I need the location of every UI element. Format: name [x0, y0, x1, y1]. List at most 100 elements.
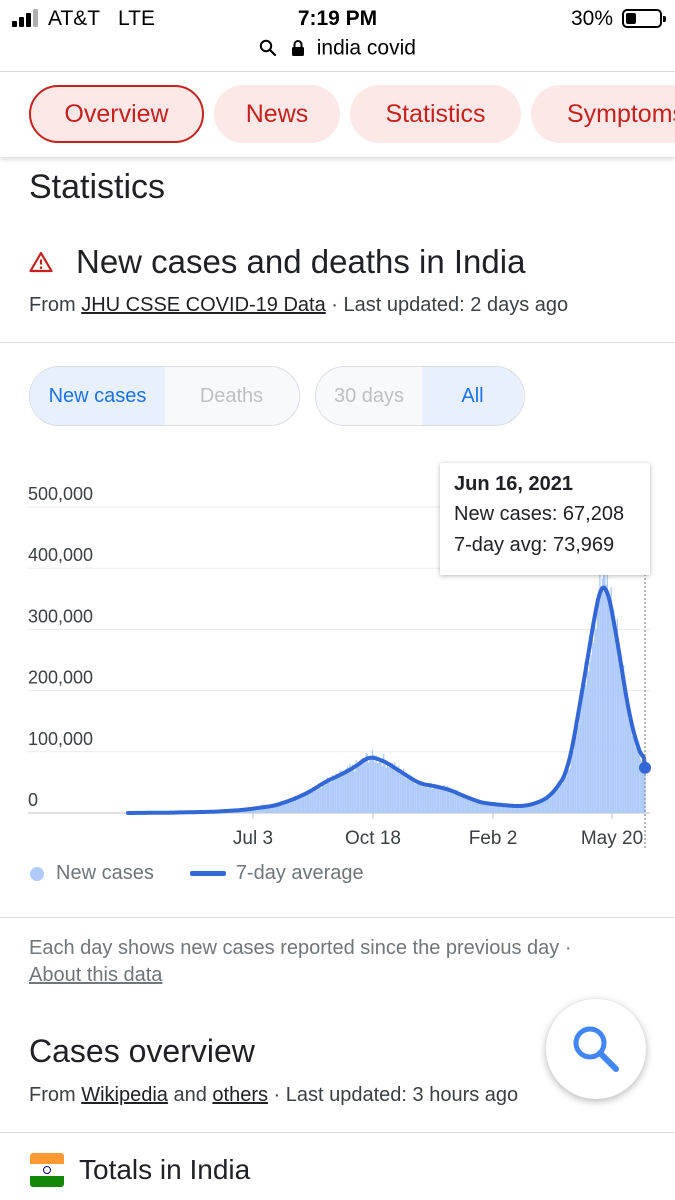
status-bar: AT&T LTE 7:19 PM 30%	[0, 0, 675, 38]
new-cases-bar	[280, 804, 282, 813]
new-cases-bar	[505, 805, 507, 813]
divider	[0, 342, 675, 343]
new-cases-bar	[353, 768, 355, 813]
new-cases-bar	[429, 783, 431, 813]
new-cases-bar	[610, 586, 612, 813]
new-cases-bar	[636, 742, 639, 813]
legend-avg: 7-day average	[235, 862, 364, 885]
new-cases-bar	[406, 778, 409, 813]
toggle-deaths[interactable]: Deaths	[165, 367, 298, 425]
cases-and: and	[167, 1084, 213, 1106]
new-cases-bar	[565, 776, 567, 813]
new-cases-bar	[284, 802, 286, 813]
carrier-name: AT&T	[48, 7, 101, 30]
toggle-new-cases[interactable]: New cases	[30, 367, 165, 425]
new-cases-bar	[428, 787, 430, 813]
new-cases-bar	[588, 671, 590, 813]
new-cases-bar	[451, 792, 454, 813]
new-cases-bar	[369, 757, 371, 813]
new-cases-bar	[381, 766, 384, 813]
new-cases-bar	[313, 792, 315, 813]
new-cases-bar	[519, 806, 521, 813]
new-cases-bar	[268, 807, 270, 813]
new-cases-bar	[574, 740, 576, 813]
x-tick-label: Oct 18	[345, 828, 401, 849]
new-cases-bar	[274, 805, 276, 813]
new-cases-bar	[589, 661, 591, 813]
new-cases-bar	[430, 782, 432, 813]
new-cases-bar	[253, 809, 255, 813]
new-cases-bar	[318, 788, 320, 813]
tab-symptoms[interactable]: Symptoms	[531, 85, 675, 143]
new-cases-bar	[466, 796, 469, 813]
new-cases-bar	[641, 757, 644, 813]
new-cases-bar	[590, 654, 592, 813]
new-cases-bar	[630, 716, 632, 813]
toggle-30-days[interactable]: 30 days	[316, 367, 422, 425]
new-cases-bar	[578, 725, 580, 813]
new-cases-bar	[521, 806, 524, 813]
new-cases-bar	[364, 760, 366, 813]
new-cases-bar	[419, 782, 421, 813]
new-cases-bar	[441, 786, 444, 813]
new-cases-bar	[515, 805, 517, 813]
new-cases-bar	[324, 783, 326, 813]
address-bar[interactable]: india covid	[0, 36, 675, 66]
new-cases-bar	[305, 794, 307, 813]
new-cases-bar	[281, 803, 284, 813]
new-cases-bar	[344, 770, 346, 813]
new-cases-bar	[470, 799, 472, 813]
new-cases-bar	[504, 805, 506, 813]
new-cases-bar	[329, 780, 331, 813]
new-cases-bar	[483, 801, 485, 813]
new-cases-bar	[380, 761, 382, 813]
new-cases-bar	[570, 754, 572, 813]
toggle-all[interactable]: All	[422, 367, 523, 425]
new-cases-bar	[496, 803, 499, 813]
new-cases-bar	[525, 805, 527, 813]
new-cases-bar	[325, 781, 327, 813]
source-link[interactable]: JHU CSSE COVID-19 Data	[81, 294, 326, 316]
search-fab[interactable]	[546, 999, 646, 1099]
new-cases-bar	[286, 802, 289, 813]
new-cases-bars	[129, 551, 646, 813]
new-cases-bar	[471, 798, 474, 813]
new-cases-bar	[293, 798, 295, 813]
y-tick-label: 200,000	[28, 668, 93, 688]
about-data-link[interactable]: About this data	[29, 964, 163, 986]
new-cases-bar	[520, 806, 522, 813]
range-toggle: 30 days All	[315, 366, 525, 426]
tab-statistics[interactable]: Statistics	[350, 85, 521, 143]
new-cases-bar	[553, 790, 555, 813]
new-cases-bar	[503, 804, 505, 813]
tooltip-avg: 7-day avg: 73,969	[454, 534, 615, 556]
new-cases-bar	[600, 586, 602, 813]
new-cases-bar	[443, 785, 445, 813]
new-cases-bar	[585, 684, 587, 813]
others-link[interactable]: others	[212, 1084, 268, 1106]
new-cases-bar	[420, 780, 422, 813]
new-cases-bar	[383, 753, 385, 813]
tab-news[interactable]: News	[214, 85, 340, 143]
new-cases-bar	[561, 783, 564, 813]
new-cases-bar	[599, 569, 601, 813]
new-cases-bar	[509, 805, 511, 813]
new-cases-bar	[543, 800, 545, 813]
new-cases-bar	[569, 768, 571, 813]
cases-chart[interactable]: 500,000 400,000 300,000 200,000 100,000 0 Jul…	[0, 440, 675, 860]
new-cases-bar	[546, 796, 549, 813]
new-cases-bar	[458, 794, 460, 813]
avg-line	[126, 585, 647, 815]
new-cases-bar	[538, 802, 540, 813]
tab-overview[interactable]: Overview	[29, 85, 204, 143]
new-cases-bar	[551, 792, 554, 813]
new-cases-bar	[625, 700, 627, 813]
wikipedia-link[interactable]: Wikipedia	[81, 1084, 168, 1106]
new-cases-bar	[498, 804, 500, 813]
new-cases-bar	[323, 783, 325, 813]
new-cases-bar	[475, 800, 477, 813]
new-cases-bar	[621, 677, 624, 813]
new-cases-bar	[365, 752, 367, 813]
new-cases-bar	[350, 767, 352, 813]
new-cases-bar	[376, 762, 379, 813]
